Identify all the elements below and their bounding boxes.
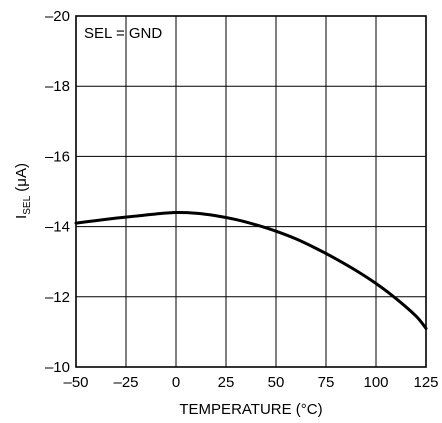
y-tick-label: –16 [45, 148, 70, 165]
y-tick-label: –10 [45, 359, 70, 376]
series-line [74, 211, 428, 330]
x-tick-label: 100 [363, 374, 388, 391]
y-axis-title-unit: (μA) [13, 163, 30, 196]
x-tick-labels: –50 –25 0 25 50 75 100 125 [63, 374, 438, 391]
y-tick-labels: –10 –12 –14 –16 –18 –20 [45, 8, 70, 376]
plot-frame [75, 15, 427, 368]
y-axis-title-sub: SEL [22, 195, 33, 214]
y-tick-label: –12 [45, 289, 70, 306]
x-tick-label: 75 [318, 374, 335, 391]
x-tick-label: 50 [268, 374, 285, 391]
y-axis-title-main: I [13, 215, 30, 219]
x-tick-label: 0 [172, 374, 180, 391]
y-tick-label: –14 [45, 219, 70, 236]
x-tick-label: 125 [413, 374, 438, 391]
x-tick-label: 25 [218, 374, 235, 391]
x-axis-title: TEMPERATURE (°C) [179, 401, 322, 418]
grid-lines [76, 16, 426, 367]
y-tick-label: –20 [45, 8, 70, 25]
x-tick-label: –25 [113, 374, 138, 391]
y-tick-label: –18 [45, 78, 70, 95]
x-tick-label: –50 [63, 374, 88, 391]
y-axis-title: ISEL (μA) [13, 163, 33, 219]
series-layer [74, 211, 428, 330]
annotation: SEL = GND [84, 25, 162, 42]
